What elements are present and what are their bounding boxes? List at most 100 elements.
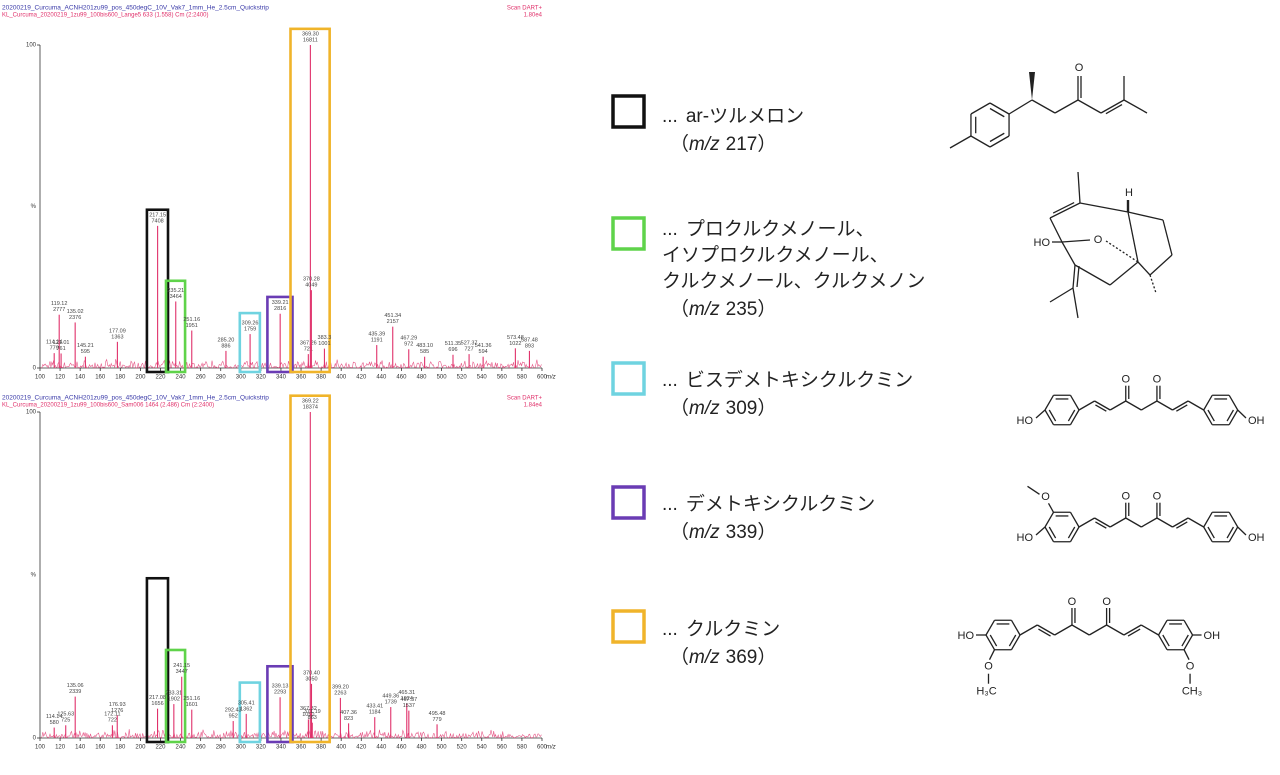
x-tick-label: 400 (336, 745, 347, 751)
peak-mz-label: 145.21 (77, 343, 94, 349)
mz-value: 235 (726, 299, 758, 320)
compound-name-text: クルクメノール、クルクメノン (662, 270, 925, 292)
compound-name: イソプロクルクメノール、 (662, 244, 889, 266)
mz-value: 309 (726, 398, 758, 419)
bond (1203, 409, 1213, 426)
peak-mz-label: 370.40 (303, 670, 320, 676)
bond (1061, 241, 1076, 266)
atom-label: O (1121, 374, 1130, 386)
x-tick-label: 480 (417, 375, 428, 381)
x-tick-label: 540 (477, 745, 488, 751)
peak-count-label: 696 (448, 347, 457, 353)
x-tick-label: 100 (35, 375, 46, 381)
peak-mz-label: 383.3 (318, 335, 332, 341)
bond (1074, 264, 1111, 286)
peak-mz-label: 121.01 (53, 340, 70, 346)
bond (989, 132, 1005, 143)
bond (1010, 619, 1021, 636)
peak-mz-label: 339.21 (272, 300, 289, 306)
peak-count-label: 595 (81, 349, 90, 355)
bond (1203, 511, 1213, 528)
peak-count-label: 1601 (186, 702, 198, 708)
peak-mz-label: 119.12 (51, 301, 67, 307)
peak-mz-label: 367.32 (300, 706, 317, 712)
legend-swatch (611, 361, 646, 396)
atom-label: O (984, 661, 993, 673)
peak-mz-label: 292.43 (225, 708, 242, 714)
y-tick-label: 100 (26, 410, 37, 416)
mz-open: （ (670, 646, 689, 668)
x-tick-label: 300 (236, 745, 247, 751)
ellipsis: ... (662, 106, 678, 127)
ellipsis: ... (662, 619, 678, 640)
bond (1035, 409, 1046, 419)
x-tick-label: 120 (55, 375, 66, 381)
peak-mz-label: 367.26 (300, 341, 317, 347)
bond (1203, 394, 1213, 411)
highlight-box (238, 311, 262, 374)
bond (1048, 409, 1057, 422)
x-tick-label: 420 (356, 745, 367, 751)
legend-swatch (611, 485, 646, 520)
bond (1149, 254, 1173, 276)
mz-note: （m/z 339） (670, 521, 776, 543)
bond (1207, 526, 1215, 539)
y-tick-label: 0 (33, 366, 37, 372)
bond (1069, 511, 1080, 528)
bond (1100, 99, 1125, 114)
x-tick-label: 580 (517, 375, 528, 381)
peak-count-label: 16811 (303, 37, 318, 43)
compound-name: ... デメトキシクルクミン (662, 493, 875, 515)
bond (1123, 99, 1148, 114)
y-tick-label: 0 (33, 736, 37, 742)
bond (1044, 526, 1055, 543)
x-tick-label: 280 (216, 375, 227, 381)
peak-count-label: 1537 (403, 703, 415, 709)
peak-mz-label: 451.34 (384, 313, 401, 319)
scan-mode: Scan DART+ (507, 6, 543, 12)
y-tick-label: 100 (26, 43, 37, 49)
peak-count-label: 3464 (170, 294, 182, 300)
peak-mz-label: 177.09 (109, 328, 126, 334)
peak-mz-label: 467.29 (400, 336, 417, 342)
peak-mz-label: 433.41 (366, 704, 383, 710)
bond (1079, 202, 1129, 213)
x-tick-label: 220 (155, 745, 166, 751)
peak-count-label: 779 (50, 346, 59, 352)
x-tick-label: 440 (376, 745, 387, 751)
peak-mz-label: 251.16 (183, 317, 200, 323)
bond (1008, 99, 1033, 115)
mz-open: （ (670, 298, 689, 320)
x-tick-label: 160 (95, 375, 106, 381)
peak-mz-label: 465.31 (398, 690, 415, 696)
bond (1141, 517, 1158, 528)
legend-item: ... デメトキシクルクミン （m/z 339） (611, 485, 875, 543)
x-tick-label: 180 (115, 745, 126, 751)
peak-count-label: 594 (479, 349, 488, 355)
mz-unit: m/z (689, 647, 720, 668)
x-tick-label: 100 (35, 745, 46, 751)
peak-count-label: 3447 (176, 669, 188, 675)
peak-mz-label: 370.28 (303, 277, 320, 283)
peak-count-label: 4049 (305, 283, 317, 289)
scan-mode: Scan DART+ (507, 396, 543, 402)
peak-mz-label: 217.15 (149, 212, 166, 218)
spectrum-title: 20200219_Curcuma_ACNH201zu99_pos_450degC… (2, 5, 269, 12)
x-tick-label: 500 (437, 375, 448, 381)
bond (1228, 526, 1239, 543)
bond (1149, 274, 1157, 294)
peak-mz-label: 241.15 (173, 663, 190, 669)
peak-mz-label: 371.19 (304, 709, 321, 715)
legend-swatch (611, 94, 646, 129)
bond (1187, 400, 1205, 411)
bond (1019, 624, 1038, 636)
mz-note: （m/z 235） (670, 298, 776, 320)
atom-label: HO (1017, 415, 1034, 427)
bond (1069, 409, 1080, 426)
spectrum-title: 20200219_Curcuma_ACNH201zu99_pos_450degC… (2, 395, 269, 402)
peak-mz-label: 467.37 (400, 697, 417, 703)
x-tick-label: 600 (537, 745, 548, 751)
peak-count-label: 1022 (509, 341, 521, 347)
bond (1226, 409, 1235, 422)
